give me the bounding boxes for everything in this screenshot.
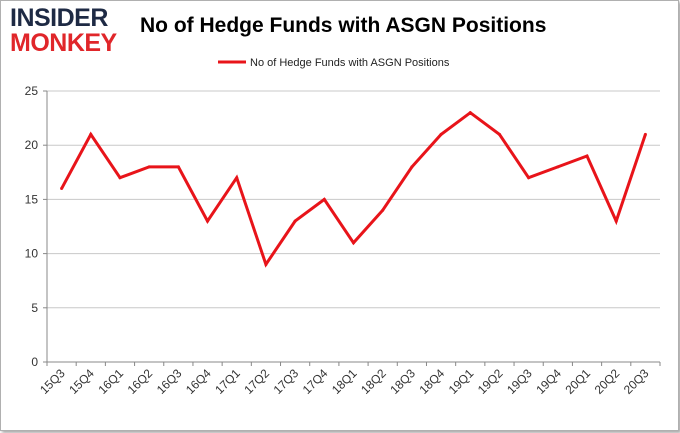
logo-text-top: INSIDER bbox=[10, 4, 108, 32]
data-point bbox=[497, 132, 501, 136]
data-point bbox=[235, 176, 239, 180]
data-point bbox=[439, 132, 443, 136]
x-tick-label: 19Q1 bbox=[446, 366, 477, 397]
data-point bbox=[468, 111, 472, 115]
x-tick-label: 18Q3 bbox=[387, 366, 418, 397]
y-tick-label: 10 bbox=[25, 247, 39, 261]
x-tick-label: 18Q1 bbox=[329, 366, 360, 397]
data-point bbox=[614, 219, 618, 223]
x-tick-label: 19Q3 bbox=[504, 366, 535, 397]
data-point bbox=[585, 154, 589, 158]
chart-title: No of Hedge Funds with ASGN Positions bbox=[140, 14, 547, 37]
data-point bbox=[176, 165, 180, 169]
y-tick-label: 20 bbox=[25, 138, 39, 152]
x-tick-label: 16Q4 bbox=[183, 366, 214, 397]
data-point bbox=[60, 187, 64, 191]
y-tick-label: 25 bbox=[25, 84, 39, 98]
x-tick-label: 19Q2 bbox=[475, 366, 506, 397]
logo-text-bottom: MONKEY bbox=[10, 29, 117, 57]
x-tick-label: 17Q1 bbox=[212, 366, 243, 397]
x-tick-label: 20Q3 bbox=[621, 366, 652, 397]
x-tick-label: 18Q4 bbox=[417, 366, 448, 397]
data-point bbox=[322, 197, 326, 201]
x-tick-label: 15Q3 bbox=[37, 366, 68, 397]
x-tick-label: 17Q2 bbox=[241, 366, 272, 397]
x-tick-label: 17Q4 bbox=[300, 366, 331, 397]
x-tick-label: 16Q2 bbox=[125, 366, 156, 397]
data-point bbox=[410, 165, 414, 169]
y-tick-label: 15 bbox=[25, 192, 39, 206]
x-tick-label: 20Q2 bbox=[592, 366, 623, 397]
data-point bbox=[293, 219, 297, 223]
data-point bbox=[118, 176, 122, 180]
y-tick-label: 0 bbox=[31, 355, 38, 369]
legend-label: No of Hedge Funds with ASGN Positions bbox=[250, 57, 450, 69]
x-tick-label: 18Q2 bbox=[358, 366, 389, 397]
x-tick-label: 17Q3 bbox=[271, 366, 302, 397]
data-point bbox=[556, 165, 560, 169]
x-tick-label: 19Q4 bbox=[533, 366, 564, 397]
insider-monkey-logo: INSIDER MONKEY bbox=[10, 6, 128, 56]
x-tick-label: 16Q1 bbox=[95, 366, 126, 397]
x-tick-label: 16Q3 bbox=[154, 366, 185, 397]
data-point bbox=[352, 241, 355, 245]
data-point bbox=[206, 219, 210, 223]
data-point bbox=[381, 208, 385, 212]
x-tick-label: 15Q4 bbox=[66, 366, 97, 397]
data-point bbox=[89, 132, 93, 136]
data-point bbox=[643, 132, 647, 136]
data-point bbox=[527, 176, 531, 180]
x-tick-label: 20Q1 bbox=[562, 366, 593, 397]
data-point bbox=[147, 165, 151, 169]
data-point bbox=[264, 262, 268, 266]
y-tick-label: 5 bbox=[31, 301, 38, 315]
